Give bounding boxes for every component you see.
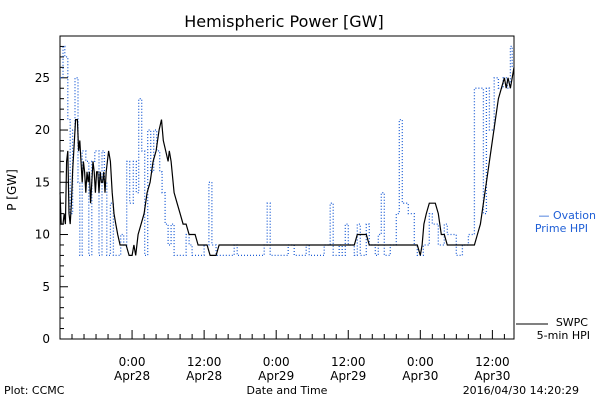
swpc-5min-hpi-line (59, 67, 515, 256)
x-tick-time-label: 0:00 (407, 355, 434, 369)
x-tick-time-label: 12:00 (475, 355, 510, 369)
chart-title: Hemispheric Power [GW] (184, 12, 383, 31)
y-tick-label: 10 (35, 228, 50, 242)
footer-timestamp: 2016/04/30 14:20:29 (463, 384, 579, 397)
legend-swpc-line1: SWPC (556, 316, 588, 329)
x-tick-time-label: 12:00 (187, 355, 222, 369)
x-axis-ticks: 0:00Apr2812:00Apr280:00Apr2912:00Apr290:… (59, 330, 510, 383)
y-tick-label: 25 (35, 71, 50, 85)
x-axis-label: Date and Time (247, 384, 328, 397)
y-axis-ticks: 0 5 10 15 20 25 (35, 45, 68, 346)
footer-plot-credit: Plot: CCMC (4, 384, 65, 397)
x-tick-date-label: Apr29 (258, 369, 294, 383)
y-axis-label: P [GW] (5, 169, 19, 211)
ovation-prime-hpi-line (60, 45, 514, 257)
x-tick-date-label: Apr28 (186, 369, 222, 383)
x-tick-time-label: 12:00 (331, 355, 366, 369)
legend-swpc-line2: 5-min HPI (537, 329, 590, 342)
legend-ovation-line1: — Ovation (539, 209, 597, 222)
data-series (59, 45, 515, 257)
x-tick-date-label: Apr29 (330, 369, 366, 383)
x-tick-date-label: Apr28 (114, 369, 150, 383)
x-tick-time-label: 0:00 (119, 355, 146, 369)
legend-ovation-line2: Prime HPI (535, 222, 588, 235)
x-tick-date-label: Apr30 (402, 369, 438, 383)
x-tick-date-label: Apr30 (474, 369, 510, 383)
x-tick-time-label: 0:00 (263, 355, 290, 369)
y-tick-label: 20 (35, 123, 50, 137)
plot-frame (59, 35, 515, 340)
y-tick-label: 15 (35, 175, 50, 189)
y-tick-label: 5 (42, 280, 50, 294)
y-tick-label: 0 (42, 332, 50, 346)
